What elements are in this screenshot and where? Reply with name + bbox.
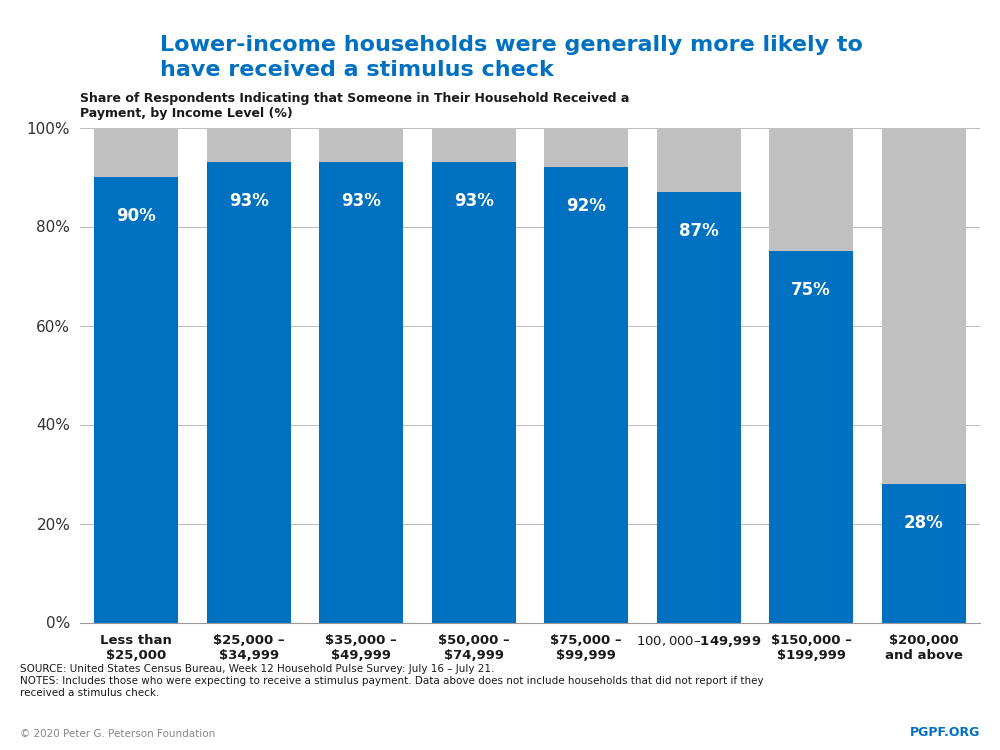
Text: Lower-income households were generally more likely to
have received a stimulus c: Lower-income households were generally m…: [160, 35, 863, 80]
Bar: [432, 128, 516, 162]
Text: 93%: 93%: [341, 192, 381, 210]
Bar: [207, 162, 291, 622]
Bar: [657, 128, 741, 192]
Text: 87%: 87%: [679, 221, 719, 239]
Bar: [769, 251, 853, 622]
Text: Share of Respondents Indicating that Someone in Their Household Received a
Payme: Share of Respondents Indicating that Som…: [80, 92, 629, 120]
Bar: [544, 128, 628, 167]
Text: 75%: 75%: [791, 281, 831, 299]
Bar: [319, 128, 403, 162]
Text: 93%: 93%: [229, 192, 269, 210]
Text: © 2020 Peter G. Peterson Foundation: © 2020 Peter G. Peterson Foundation: [20, 729, 215, 739]
Bar: [94, 177, 178, 622]
Bar: [94, 128, 178, 177]
Bar: [657, 192, 741, 622]
Bar: [882, 484, 966, 622]
Text: ≋: ≋: [25, 49, 41, 68]
Text: PGPF.ORG: PGPF.ORG: [910, 726, 980, 739]
Bar: [769, 128, 853, 251]
Text: 92%: 92%: [566, 196, 606, 214]
Bar: [207, 128, 291, 162]
Text: PETER G.
PETERSON
FOUNDATION: PETER G. PETERSON FOUNDATION: [36, 42, 124, 86]
Bar: [319, 162, 403, 622]
Text: 28%: 28%: [904, 514, 944, 532]
Bar: [882, 128, 966, 484]
Text: SOURCE: United States Census Bureau, Week 12 Household Pulse Survey: July 16 – J: SOURCE: United States Census Bureau, Wee…: [20, 664, 764, 698]
Bar: [432, 162, 516, 622]
Text: 93%: 93%: [454, 192, 494, 210]
Bar: [544, 167, 628, 622]
Text: 90%: 90%: [116, 207, 156, 225]
